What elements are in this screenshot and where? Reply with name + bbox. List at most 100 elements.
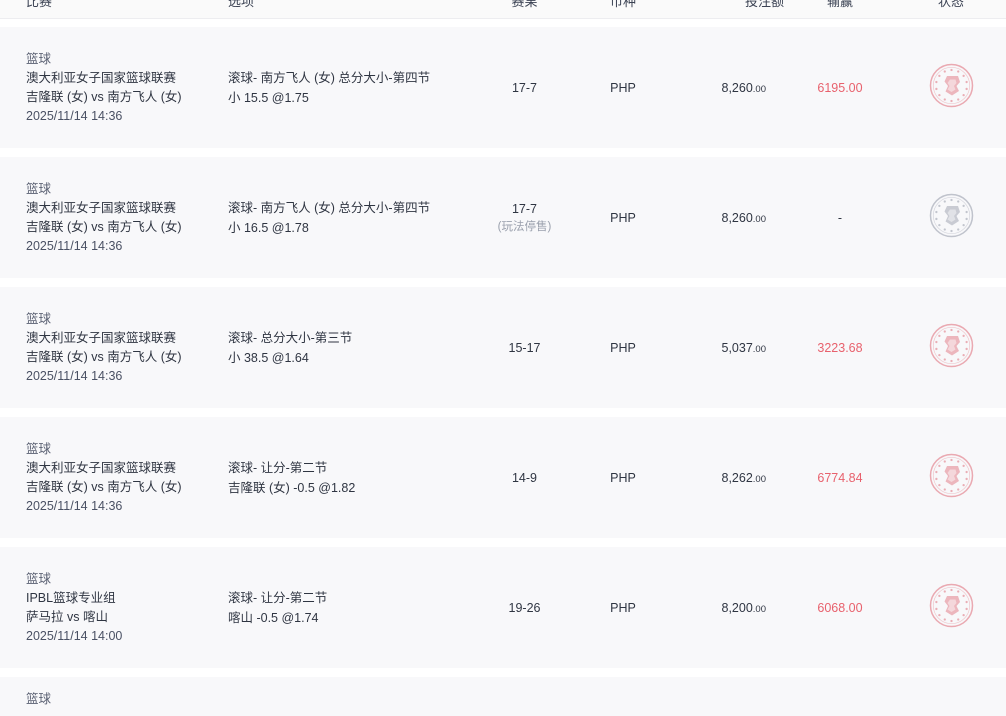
status-cell bbox=[896, 452, 1006, 504]
option-market: 滚球- 总分大小-第三节 bbox=[228, 330, 353, 345]
stake-cell: 8,260.00 bbox=[672, 209, 784, 227]
match-teams: 萨马拉 vs 喀山 bbox=[26, 609, 108, 624]
match-sport: 篮球 bbox=[26, 571, 52, 586]
column-header-currency: 币种 bbox=[609, 0, 636, 9]
match-league: 澳大利亚女子国家篮球联赛 bbox=[26, 200, 177, 215]
win-amount: 6195.00 bbox=[817, 80, 863, 95]
stake-amount bbox=[766, 692, 784, 706]
win-cell: 6195.00 bbox=[784, 79, 896, 97]
result-score: 17-7 bbox=[511, 201, 538, 216]
result-cell: 15-17 bbox=[475, 339, 574, 357]
stake-integer: 8,260 bbox=[721, 80, 753, 95]
status-cell bbox=[896, 322, 1006, 374]
match-sport: 篮球 bbox=[26, 441, 52, 456]
result-score: 17-7 bbox=[511, 80, 538, 95]
win-cell: 6774.84 bbox=[784, 469, 896, 487]
settled-stamp-icon bbox=[928, 452, 975, 499]
result-cell: 14-9 bbox=[475, 469, 574, 487]
status-cell bbox=[896, 192, 1006, 244]
table-row[interactable]: 篮球 澳大利亚女子国家篮球联赛 吉隆联 (女) vs 南方飞人 (女) 2025/11… bbox=[0, 27, 1006, 148]
match-league: IPBL篮球专业组 bbox=[26, 590, 116, 605]
option-cell: 滚球- 让分-第二节吉隆联 (女) -0.5 @1.82 bbox=[228, 458, 475, 498]
column-header-option: 选项 bbox=[228, 0, 255, 9]
table-row[interactable]: 篮球 bbox=[0, 677, 1006, 716]
stake-amount: 8,260.00 bbox=[722, 81, 785, 95]
win-cell: 6068.00 bbox=[784, 599, 896, 617]
match-league: 澳大利亚女子国家篮球联赛 bbox=[26, 70, 177, 85]
result-score: 15-17 bbox=[508, 340, 541, 355]
table-row[interactable]: 篮球澳大利亚女子国家篮球联赛 吉隆联 (女) vs 南方飞人 (女) 2025/11… bbox=[0, 287, 1006, 408]
table-row[interactable]: 篮球 澳大利亚女子国家篮球联赛 吉隆联 (女) vs 南方飞人 (女) 2025/11… bbox=[0, 157, 1006, 278]
match-league: 澳大利亚女子国家篮球联赛 bbox=[26, 330, 177, 345]
win-cell: 3223.68 bbox=[784, 339, 896, 357]
column-header-match: 比赛 bbox=[26, 0, 53, 9]
stake-cell: 8,260.00 bbox=[672, 79, 784, 97]
column-header-win: 输赢 bbox=[826, 0, 853, 9]
status-cell bbox=[896, 62, 1006, 114]
stake-decimal: .00 bbox=[752, 83, 766, 95]
match-cell: 篮球 澳大利亚女子国家篮球联赛 吉隆联 (女) vs 南方飞人 (女) 2025/11… bbox=[0, 180, 228, 256]
stake-cell bbox=[672, 690, 784, 708]
stake-cell: 8,262.00 bbox=[672, 469, 784, 487]
match-sport: 篮球 bbox=[26, 691, 52, 706]
option-cell: 滚球- 总分大小-第三节小 38.5 @1.64 bbox=[228, 328, 475, 368]
option-market: 滚球- 让分-第二节 bbox=[228, 460, 328, 475]
stake-cell: 8,200.00 bbox=[672, 599, 784, 617]
currency-cell: PHP bbox=[574, 209, 672, 227]
result-note: (玩法停售) bbox=[497, 220, 552, 233]
win-amount: 3223.68 bbox=[817, 340, 863, 355]
currency-cell: PHP bbox=[574, 599, 672, 617]
stake-decimal: .00 bbox=[752, 343, 766, 355]
currency-value: PHP bbox=[610, 470, 636, 485]
result-score: 14-9 bbox=[511, 470, 538, 485]
option-cell: 滚球- 南方飞人 (女) 总分大小-第四节小 16.5 @1.78 bbox=[228, 198, 475, 238]
option-selection: 吉隆联 (女) -0.5 @1.82 bbox=[228, 480, 356, 495]
match-time: 2025/11/14 14:00 bbox=[26, 628, 123, 643]
match-cell: 篮球 bbox=[0, 690, 228, 709]
match-league: 澳大利亚女子国家篮球联赛 bbox=[26, 460, 177, 475]
option-market: 滚球- 南方飞人 (女) 总分大小-第四节 bbox=[228, 70, 431, 85]
stake-cell: 5,037.00 bbox=[672, 339, 784, 357]
option-cell: 滚球- 让分-第二节 喀山 -0.5 @1.74 bbox=[228, 588, 475, 628]
stake-amount: 5,037.00 bbox=[722, 341, 785, 355]
currency-cell: PHP bbox=[574, 469, 672, 487]
settled-stamp-icon bbox=[928, 582, 975, 629]
result-cell: 19-26 bbox=[475, 599, 574, 617]
status-cell bbox=[896, 582, 1006, 634]
table-row[interactable]: 篮球 IPBL篮球专业组 萨马拉 vs 喀山 2025/11/14 14:00 滚球- … bbox=[0, 547, 1006, 668]
result-cell: 17-7 bbox=[475, 79, 574, 97]
win-amount: 6774.84 bbox=[817, 470, 863, 485]
stake-amount: 8,260.00 bbox=[722, 211, 785, 225]
match-sport: 篮球 bbox=[26, 181, 52, 196]
currency-value: PHP bbox=[610, 80, 636, 95]
option-selection: 喀山 -0.5 @1.74 bbox=[228, 610, 319, 625]
match-cell: 篮球 澳大利亚女子国家篮球联赛 吉隆联 (女) vs 南方飞人 (女) 2025/11… bbox=[0, 50, 228, 126]
result-cell: 17-7 (玩法停售) bbox=[475, 200, 574, 236]
currency-cell: PHP bbox=[574, 339, 672, 357]
option-selection: 小 15.5 @1.75 bbox=[228, 90, 309, 105]
table-row[interactable]: 篮球 澳大利亚女子国家篮球联赛 吉隆联 (女) vs 南方飞人 (女) 2025/11… bbox=[0, 417, 1006, 538]
win-cell: - bbox=[784, 209, 896, 227]
stake-decimal: .00 bbox=[752, 213, 766, 225]
match-teams: 吉隆联 (女) vs 南方飞人 (女) bbox=[26, 349, 182, 364]
stake-amount: 8,200.00 bbox=[722, 601, 785, 615]
match-sport: 篮球 bbox=[26, 311, 52, 326]
match-cell: 篮球 IPBL篮球专业组 萨马拉 vs 喀山 2025/11/14 14:00 bbox=[0, 570, 228, 646]
settled-stamp-icon bbox=[928, 322, 975, 369]
bet-history-list: 篮球 澳大利亚女子国家篮球联赛 吉隆联 (女) vs 南方飞人 (女) 2025/11… bbox=[0, 27, 1006, 716]
column-header-status: 状态 bbox=[937, 0, 964, 9]
stake-decimal: .00 bbox=[752, 473, 766, 485]
match-time: 2025/11/14 14:36 bbox=[26, 368, 123, 383]
column-header-result: 赛果 bbox=[511, 0, 538, 9]
table-header: 比赛 选项 赛果 币种 投注额 输赢 状态 bbox=[0, 0, 1006, 18]
currency-value: PHP bbox=[610, 210, 636, 225]
column-header-stake: 投注额 bbox=[744, 0, 784, 9]
stake-integer: 8,200 bbox=[721, 600, 753, 615]
match-teams: 吉隆联 (女) vs 南方飞人 (女) bbox=[26, 479, 182, 494]
stake-integer: 8,260 bbox=[721, 210, 753, 225]
currency-value: PHP bbox=[610, 600, 636, 615]
match-time: 2025/11/14 14:36 bbox=[26, 108, 123, 123]
header-divider bbox=[0, 18, 1006, 19]
option-market: 滚球- 南方飞人 (女) 总分大小-第四节 bbox=[228, 200, 431, 215]
